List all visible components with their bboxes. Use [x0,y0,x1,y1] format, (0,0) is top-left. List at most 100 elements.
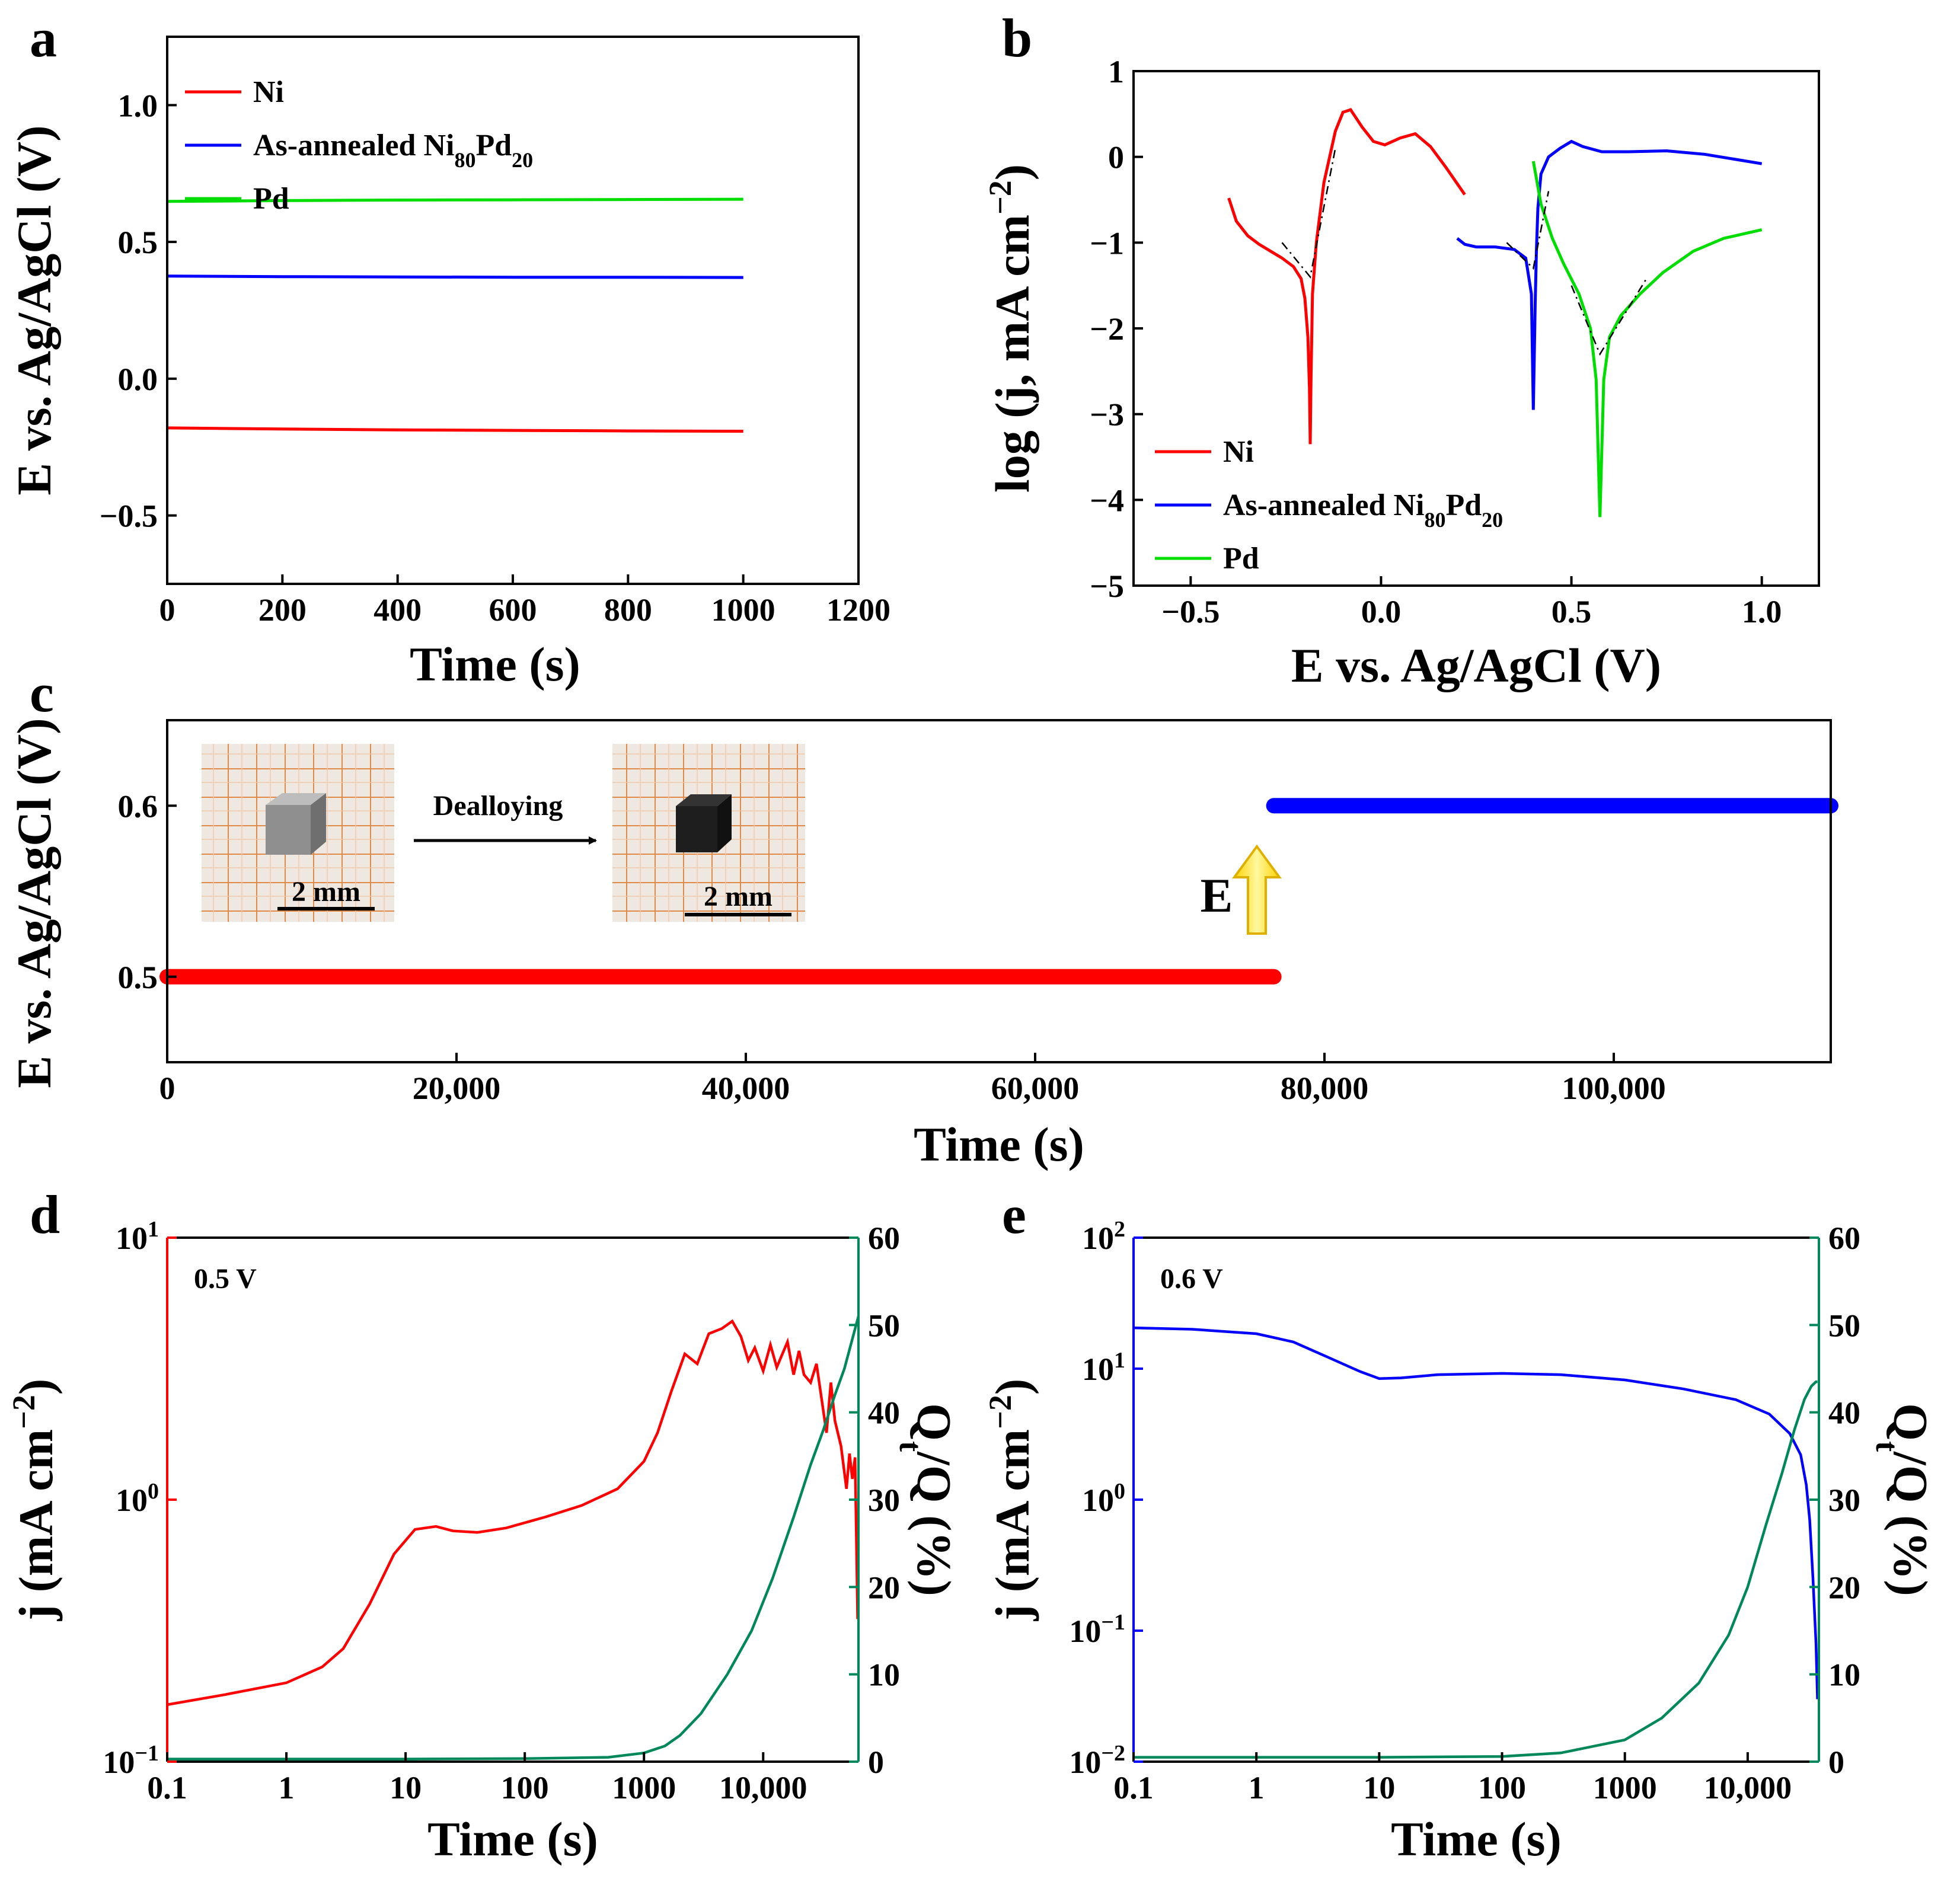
d-xtick-label-3: 100 [501,1770,549,1806]
d-annotation: 0.5 V [194,1263,257,1295]
b-ylabel-text: log (j, mA cm [985,215,1039,493]
inset-photo-after: 2 mm [612,744,805,922]
d-yltick-exp-2: 1 [148,1217,159,1242]
e-yltick-label-0: 10−2 [1069,1741,1125,1780]
e-yrtick-label-5: 50 [1828,1308,1860,1343]
d-series-1 [167,1316,860,1760]
b-legend-label-1: As-annealed Ni80Pd20 [1223,488,1503,532]
b-ytick-label-0: −5 [1090,568,1124,604]
a-frame [166,36,860,585]
b-legend-text-0: Ni [1223,435,1254,469]
a-xtick-label-6: 1200 [826,592,890,628]
d-ylabel-right-end: /Q (%) [907,1451,961,1596]
b-legend-text-1: As-annealed Ni [1223,488,1424,522]
b-xtick-label-1: 0.0 [1361,594,1402,630]
d-yltick-exp-0: −1 [135,1741,159,1766]
d-yltick-label-0: 10−1 [103,1741,159,1780]
e-yrtick-label-6: 60 [1828,1220,1860,1256]
a-legend-sub-20: 20 [512,148,533,172]
e-xtick-label-4: 1000 [1593,1770,1657,1806]
b-legend-pd: Pd [1445,488,1482,522]
e-yltick-label-1: 10−1 [1069,1610,1125,1649]
e-xtick-label-5: 10,000 [1704,1770,1792,1806]
e-yltick-base-1: 10 [1069,1613,1101,1649]
a-legend-sub-80: 80 [454,148,475,172]
a-legend-pd: Pd [475,129,512,162]
d-ylabel-right: Qt/Q (%) [893,1403,961,1596]
a-ytick-label-1: 0.0 [118,362,158,397]
a-legend-label-0: Ni [253,75,284,109]
scale-label-before: 2 mm [292,876,360,908]
e-yltick-exp-0: −2 [1101,1741,1125,1766]
d-series-0 [167,1319,859,1707]
c-ytick-label-0: 0.5 [118,960,158,995]
panel-letter-e: e [1002,1184,1026,1245]
d-yltick-base-2: 10 [116,1220,148,1256]
e-xtick-label-3: 100 [1478,1770,1526,1806]
e-xlabel: Time (s) [1391,1812,1562,1866]
a-xlabel: Time (s) [410,637,580,691]
c-xtick-label-4: 80,000 [1281,1071,1369,1106]
d-ylabel-left: j (mA cm−2) [6,1379,63,1621]
d-yltick-base-0: 10 [103,1744,135,1780]
a-ytick-label-2: 0.5 [118,225,158,260]
e-yltick-exp-3: 1 [1114,1348,1125,1373]
b-series-3 [1281,148,1649,356]
a-xtick-label-2: 400 [374,592,422,628]
b-ytick-label-3: −2 [1090,311,1124,347]
e-yltick-exp-4: 2 [1114,1217,1125,1242]
b-xtick-label-2: 0.5 [1552,594,1592,630]
e-series-0 [1133,1326,1819,1699]
d-xtick-label-2: 10 [390,1770,422,1806]
a-legend-text-2: Pd [253,182,289,216]
c-ylabel: E vs. Ag/AgCl (V) [7,718,61,1088]
d-yltick-label-1: 100 [116,1479,159,1518]
b-xlabel: E vs. Ag/AgCl (V) [1291,638,1661,692]
b-xtick-label-3: 1.0 [1742,594,1782,630]
e-ylabel-right-text: Q [1884,1403,1937,1441]
e-yltick-exp-2: 0 [1114,1479,1125,1504]
b-legend-sub-20: 20 [1482,508,1503,532]
d-ylabel-left-text: j (mA cm [9,1429,63,1621]
b-ytick-label-1: −4 [1090,483,1124,518]
e-yrtick-label-2: 20 [1828,1570,1860,1605]
b-ytick-label-6: 1 [1108,54,1124,90]
e-yrtick-label-4: 40 [1828,1395,1860,1431]
a-xtick-label-5: 1000 [711,592,775,628]
a-legend-label-2: Pd [253,182,289,216]
b-series-0 [1227,108,1466,445]
a-ytick-label-3: 1.0 [118,88,158,123]
d-yrtick-label-0: 0 [868,1744,884,1780]
a-ylabel: E vs. Ag/AgCl (V) [7,125,61,495]
c-frame [166,719,1832,1063]
c-ytick-label-1: 0.6 [118,788,158,824]
d-yrtick-label-1: 10 [868,1657,900,1693]
panel-letter-d: d [30,1184,60,1245]
a-xtick-label-1: 200 [258,592,307,628]
a-legend-label-1: As-annealed Ni80Pd20 [253,129,533,172]
dealloying-label: Dealloying [433,790,563,822]
d-yrtick-label-5: 50 [868,1308,900,1343]
a-ytick-label-0: −0.5 [100,499,158,534]
e-yltick-exp-1: −1 [1101,1610,1125,1635]
b-ylabel-sup: −2 [982,180,1018,215]
a-series-2 [167,197,743,203]
e-yltick-label-4: 102 [1082,1217,1125,1256]
d-yltick-label-2: 101 [116,1217,159,1256]
c-xtick-label-0: 0 [159,1071,175,1106]
a-xtick-label-0: 0 [159,592,175,628]
e-ylabel-right: Qt/Q (%) [1869,1403,1937,1596]
e-yrtick-label-0: 0 [1828,1744,1844,1780]
d-xtick-label-1: 1 [279,1770,295,1806]
e-ylabel-left-end: ) [985,1379,1039,1395]
d-yrtick-label-6: 60 [868,1220,900,1256]
c-xtick-label-5: 100,000 [1562,1071,1666,1106]
b-ytick-label-4: −1 [1090,225,1124,261]
d-yrtick-label-3: 30 [868,1482,900,1518]
d-xtick-label-5: 10,000 [719,1770,807,1806]
b-ylabel: log (j, mA cm−2) [982,164,1039,493]
e-yltick-base-2: 10 [1082,1482,1114,1518]
a-xtick-label-4: 800 [604,592,652,628]
e-ylabel-right-sub: t [1869,1441,1905,1452]
